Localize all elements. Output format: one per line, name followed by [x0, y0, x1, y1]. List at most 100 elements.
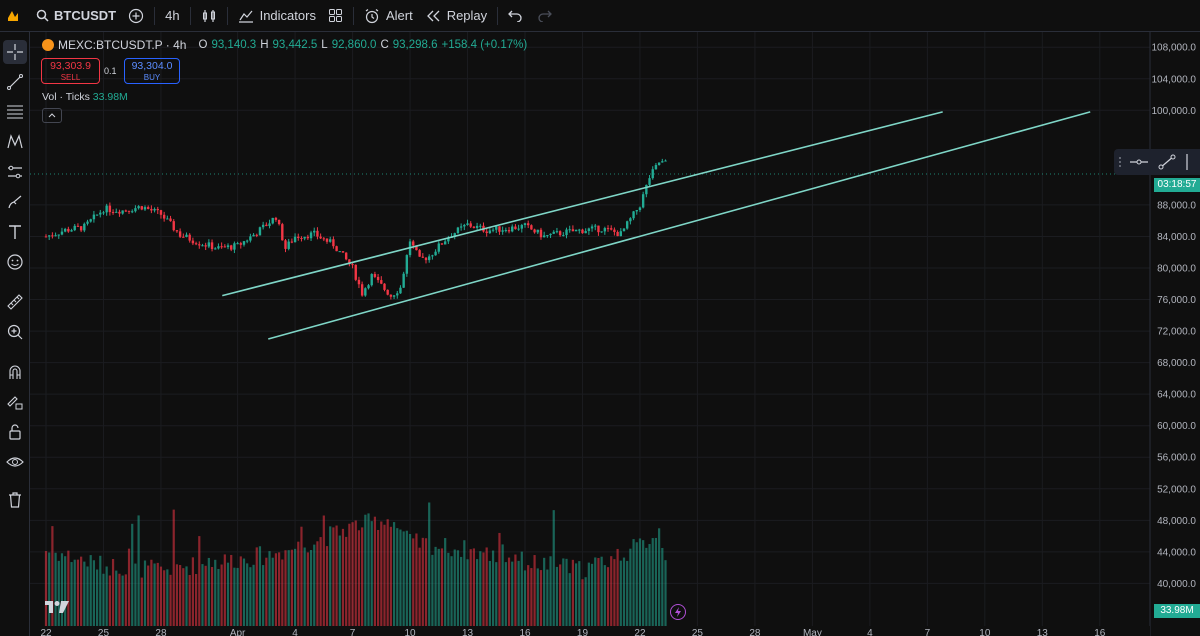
crosshair-tool[interactable]	[3, 40, 27, 64]
lower-channel-line[interactable]	[268, 111, 1091, 340]
more-tools-icon[interactable]	[1184, 153, 1192, 171]
forecast-tool[interactable]	[3, 160, 27, 184]
hide-drawings-tool[interactable]	[3, 450, 27, 474]
drag-handle-icon[interactable]	[1118, 156, 1122, 168]
compare-symbol-button[interactable]	[122, 0, 150, 32]
volume-bar	[271, 557, 274, 626]
text-icon	[9, 225, 21, 239]
time-axis[interactable]	[30, 626, 1150, 636]
trendline-tool[interactable]	[3, 70, 27, 94]
candle-body	[472, 226, 476, 228]
price-tick-label: 104,000.0	[1152, 74, 1197, 85]
volume-bar	[495, 562, 498, 626]
volume-bar	[220, 564, 223, 626]
alert-button[interactable]: Alert	[358, 0, 419, 32]
fib-tool[interactable]	[3, 100, 27, 124]
interval-button[interactable]: 4h	[159, 0, 185, 32]
tradingview-logo-icon	[45, 601, 69, 613]
open-value: 93,140.3	[211, 39, 257, 51]
volume-bar	[223, 554, 226, 626]
volume-bar	[357, 530, 361, 626]
volume-bar	[610, 556, 613, 626]
grid-icon	[328, 9, 342, 22]
remove-drawings-tool[interactable]	[3, 488, 27, 512]
ruler-tool[interactable]	[3, 290, 27, 314]
candle-body	[443, 241, 447, 245]
pencil-lock-icon	[7, 396, 23, 410]
drawing-floating-toolbar[interactable]	[1114, 149, 1200, 175]
volume-bar	[367, 513, 370, 626]
symbol-search-button[interactable]: BTCUSDT	[30, 0, 122, 32]
brush-tool[interactable]	[3, 190, 27, 214]
candle-body	[169, 218, 172, 222]
candle-body	[348, 259, 351, 265]
replay-button[interactable]: Replay	[419, 0, 493, 32]
candle-body	[137, 206, 140, 209]
candle-body	[214, 248, 217, 250]
candle-body	[300, 238, 303, 240]
volume-bar	[533, 555, 536, 626]
price-axis[interactable]	[1150, 32, 1200, 636]
candle-body	[485, 231, 488, 233]
candle-body	[245, 240, 249, 242]
rewind-icon	[426, 10, 440, 21]
redo-button[interactable]	[532, 0, 562, 32]
countdown-badge: 03:18:57	[1154, 178, 1200, 192]
tradingview-menu-button[interactable]	[0, 0, 30, 32]
volume-bar	[603, 565, 606, 626]
candle-body	[392, 295, 396, 297]
volume-bar	[392, 522, 396, 626]
candle-body	[261, 224, 265, 228]
undo-button[interactable]	[502, 0, 532, 32]
channel-lines[interactable]	[222, 111, 1091, 340]
volume-legend[interactable]: Vol · Ticks 33.98M	[42, 91, 128, 103]
volume-bar	[581, 579, 584, 626]
volume-bar	[651, 538, 654, 626]
magnet-tool[interactable]	[3, 360, 27, 384]
candle-body	[70, 230, 73, 232]
candle-body	[526, 223, 530, 226]
text-tool[interactable]	[3, 220, 27, 244]
pattern-tool[interactable]	[3, 130, 27, 154]
volume-bar	[281, 559, 284, 626]
price-chart[interactable]: 108,000.0 104,000.0 100,000.0 88,000.0 84,00…	[30, 32, 1200, 636]
sell-button[interactable]: 93,303.9 SELL	[41, 58, 100, 84]
volume-bar	[76, 559, 80, 626]
layouts-button[interactable]	[322, 0, 349, 32]
price-tick-label: 56,000.0	[1157, 453, 1196, 464]
trendline-icon[interactable]	[1156, 153, 1178, 171]
chart-type-button[interactable]	[195, 0, 223, 32]
volume-bar	[418, 547, 421, 626]
upper-channel-line[interactable]	[222, 111, 943, 297]
candle-body	[463, 224, 466, 227]
candle-body	[303, 236, 306, 239]
lock-drawings-tool[interactable]	[3, 420, 27, 444]
candle-body	[542, 235, 546, 238]
candle-body	[453, 233, 456, 238]
zoom-tool[interactable]	[3, 320, 27, 344]
order-quantity[interactable]: 0.1	[104, 66, 117, 76]
stay-drawing-tool[interactable]	[3, 390, 27, 414]
volume-bar	[597, 558, 600, 626]
horizontal-line-icon[interactable]	[1128, 155, 1150, 169]
volume-bar	[361, 527, 364, 626]
volume-bar	[131, 523, 134, 626]
indicators-button[interactable]: Indicators	[232, 0, 322, 32]
candle-body	[150, 208, 153, 211]
collapse-legend-button[interactable]	[42, 108, 62, 123]
buy-button[interactable]: 93,304.0 BUY	[124, 58, 180, 84]
candle-body	[610, 228, 613, 230]
emoji-tool[interactable]	[3, 250, 27, 274]
bar-replay-indicator[interactable]	[670, 604, 686, 620]
volume-bar	[70, 562, 73, 626]
volume-bars	[44, 502, 667, 626]
price-tick-label: 40,000.0	[1157, 579, 1196, 590]
candle-body	[182, 236, 185, 238]
volume-bar	[210, 567, 214, 626]
lightning-icon	[675, 607, 681, 617]
candle-body	[651, 169, 654, 179]
legend-title[interactable]: MEXC:BTCUSDT.P · 4h	[58, 38, 187, 52]
volume-bar	[587, 562, 590, 626]
candle-body	[501, 230, 504, 232]
tradingview-logo[interactable]	[44, 600, 70, 619]
